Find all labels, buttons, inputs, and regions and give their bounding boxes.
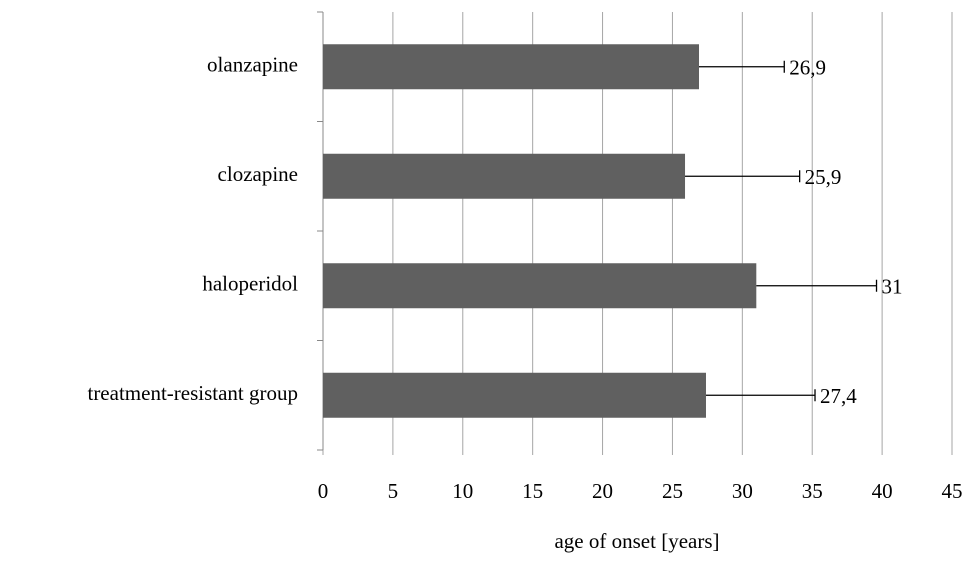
- x-tick-label: 30: [732, 479, 753, 503]
- x-tick-label: 20: [592, 479, 613, 503]
- x-tick-label: 15: [522, 479, 543, 503]
- x-tick-label: 0: [318, 479, 329, 503]
- y-tick-label: treatment-resistant group: [87, 381, 298, 405]
- bar: [323, 44, 700, 90]
- x-tick-label: 35: [802, 479, 823, 503]
- x-tick-label: 10: [452, 479, 473, 503]
- x-tick-label: 40: [872, 479, 893, 503]
- x-tick-label: 45: [942, 479, 963, 503]
- value-label: 27,4: [820, 384, 857, 408]
- value-label: 25,9: [805, 165, 842, 189]
- y-tick-label: olanzapine: [207, 53, 298, 77]
- bar: [323, 153, 686, 199]
- x-axis-label: age of onset [years]: [554, 529, 719, 553]
- x-tick-label: 5: [388, 479, 399, 503]
- value-label: 26,9: [789, 56, 826, 80]
- x-tick-label: 25: [662, 479, 683, 503]
- bar: [323, 372, 706, 418]
- value-label: 31: [882, 275, 903, 299]
- bar: [323, 263, 757, 309]
- y-tick-label: haloperidol: [202, 272, 298, 296]
- y-tick-label: clozapine: [218, 162, 298, 186]
